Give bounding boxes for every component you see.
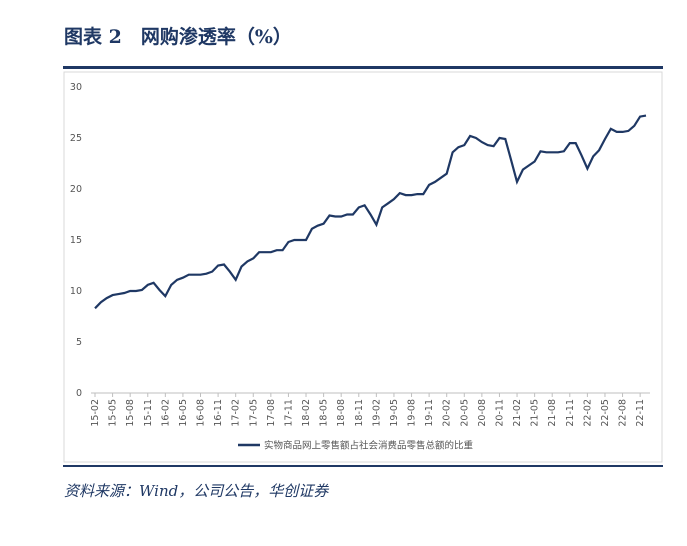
chart-frame <box>63 71 663 463</box>
x-tick-label: 22-08 <box>618 399 629 427</box>
series-line <box>94 114 647 310</box>
y-tick-label: 30 <box>70 82 82 93</box>
x-tick-label: 16-08 <box>196 399 207 427</box>
x-tick-label: 17-11 <box>283 399 294 427</box>
y-tick-label: 10 <box>70 286 82 297</box>
x-tick-label: 21-02 <box>512 399 523 427</box>
y-tick-label: 25 <box>70 133 82 144</box>
x-tick-label: 15-08 <box>125 399 136 427</box>
x-tick-label: 18-05 <box>319 399 330 427</box>
x-tick-label: 17-02 <box>231 399 242 427</box>
x-tick-label: 15-05 <box>108 399 119 427</box>
x-tick-label: 15-02 <box>90 399 101 427</box>
title-rule <box>63 66 663 69</box>
x-tick-label: 20-08 <box>477 399 488 427</box>
x-tick-label: 18-11 <box>354 399 365 427</box>
chart-title: 图表 2 网购渗透率（%） <box>64 25 292 48</box>
x-tick-label: 20-11 <box>494 399 505 427</box>
x-tick-label: 16-11 <box>213 399 224 427</box>
x-tick-label: 19-05 <box>389 399 400 427</box>
legend-label: 实物商品网上零售额占社会消费品零售总额的比重 <box>264 440 474 452</box>
x-tick-label: 15-11 <box>143 399 154 427</box>
x-tick-label: 16-05 <box>178 399 189 427</box>
x-tick-label: 19-08 <box>407 399 418 427</box>
x-tick-label: 22-05 <box>600 399 611 427</box>
x-tick-label: 17-08 <box>266 399 277 427</box>
x-tick-label: 18-02 <box>301 399 312 427</box>
x-tick-label: 21-05 <box>530 399 541 427</box>
x-tick-label: 19-11 <box>424 399 435 427</box>
x-tick-label: 16-02 <box>160 399 171 427</box>
x-tick-label: 20-02 <box>442 399 453 427</box>
y-tick-label: 0 <box>76 388 82 399</box>
x-tick-label: 21-08 <box>547 399 558 427</box>
x-tick-label: 18-08 <box>336 399 347 427</box>
y-tick-label: 15 <box>70 235 82 246</box>
y-tick-label: 20 <box>70 184 82 195</box>
source: 资料来源：Wind，公司公告，华创证券 <box>64 482 329 500</box>
x-tick-label: 22-11 <box>635 399 646 427</box>
x-tick-label: 21-11 <box>565 399 576 427</box>
y-tick-label: 5 <box>76 337 82 348</box>
bottom-rule <box>63 465 663 467</box>
x-tick-label: 19-02 <box>371 399 382 427</box>
x-tick-label: 17-05 <box>248 399 259 427</box>
x-tick-label: 22-02 <box>582 399 593 427</box>
x-tick-label: 20-05 <box>459 399 470 427</box>
